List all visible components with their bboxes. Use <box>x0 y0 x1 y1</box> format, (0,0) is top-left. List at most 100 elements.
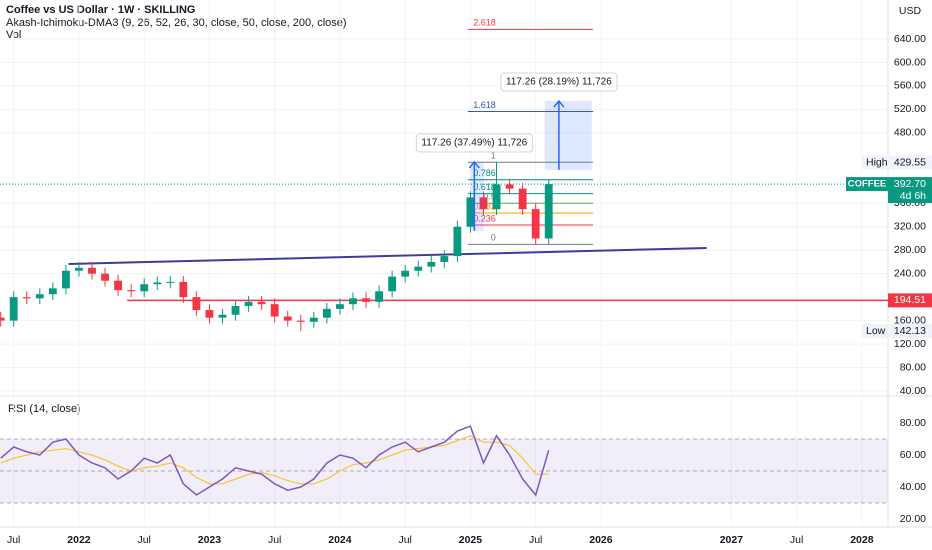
fib-level-label: 0.5 <box>483 192 496 202</box>
y-tick-label: 560.00 <box>894 80 926 92</box>
y-tick-label: 280.00 <box>894 244 926 256</box>
y-tick-label: 600.00 <box>894 56 926 68</box>
measure-box <box>544 101 592 170</box>
marker-box <box>862 155 932 170</box>
candle-body <box>466 197 475 227</box>
measure-box <box>470 162 484 231</box>
y-tick-label: 80.00 <box>900 361 926 373</box>
candle-body <box>192 297 201 311</box>
chart-title: Coffee vs US Dollar · 1W · SKILLING <box>6 4 195 16</box>
candle-body <box>336 304 344 309</box>
indicator-label: Akash-Ichimoku-DMA3 (9, 26, 52, 26, 30, … <box>6 17 347 29</box>
x-tick-label: Jul <box>529 534 542 546</box>
candle-body <box>140 284 149 292</box>
rsi-tick-label: 60.00 <box>900 449 926 461</box>
candle-body <box>296 320 305 322</box>
x-tick-label: Jul <box>398 534 411 546</box>
candle-body <box>166 281 175 283</box>
arrow-head <box>553 99 565 108</box>
candle-body <box>375 291 383 302</box>
measure-label: 117.26 (28.19%) 11,726 <box>506 77 612 88</box>
x-tick-label: 2023 <box>198 534 222 546</box>
candle-body <box>127 290 136 292</box>
marker-label: High <box>866 156 888 168</box>
rsi-signal <box>0 435 549 485</box>
x-tick-label: 2024 <box>328 534 352 546</box>
fib-level-label: 2.618 <box>473 18 496 28</box>
candle-body <box>179 281 188 298</box>
candle-body <box>101 273 109 281</box>
x-tick-label: 2026 <box>589 534 613 546</box>
fib-level-label: 0 <box>491 233 496 243</box>
y-tick-label: 40.00 <box>900 385 926 397</box>
candle-body <box>61 270 70 289</box>
candle-body <box>48 288 57 295</box>
y-tick-label: 120.00 <box>894 338 926 350</box>
rsi-tick-label: 80.00 <box>900 417 926 429</box>
candle-body <box>479 197 488 210</box>
candle-body <box>35 294 44 299</box>
x-tick-label: 2022 <box>67 534 91 546</box>
candle-body <box>9 297 18 321</box>
x-tick-label: 2028 <box>850 534 874 546</box>
x-tick-label: Jul <box>7 534 20 546</box>
x-tick-label: Jul <box>790 534 803 546</box>
y-tick-label: 160.00 <box>894 314 926 326</box>
rsi-tick-label: 40.00 <box>900 481 926 493</box>
trendline <box>68 246 707 265</box>
candle-body <box>349 298 357 305</box>
candle-body <box>22 297 31 299</box>
candle-body <box>114 280 123 291</box>
currency[interactable]: USD <box>899 5 922 17</box>
y-tick-label: 320.00 <box>894 221 926 233</box>
candle-body <box>322 308 331 318</box>
rsi-title: RSI (14, close) <box>8 403 81 415</box>
candle-body <box>518 188 527 210</box>
candle-body <box>88 267 96 274</box>
candle-body <box>205 310 214 318</box>
price-tag-value: 194.51 <box>894 294 926 306</box>
marker-box <box>862 324 932 339</box>
candle-body <box>492 184 501 210</box>
price-tag <box>888 293 932 308</box>
x-tick-label: Jul <box>137 534 150 546</box>
fib-level-label: 0.786 <box>473 168 496 178</box>
marker-value: 429.55 <box>894 156 926 168</box>
candle-body <box>401 270 410 277</box>
candle-body <box>453 226 462 257</box>
x-tick-label: Jul <box>268 534 281 546</box>
y-tick-label: 640.00 <box>894 33 926 45</box>
fib-level-label: 1 <box>491 151 496 161</box>
candle-body <box>544 184 553 239</box>
candle-body <box>309 317 318 322</box>
fib-level-label: 0.236 <box>473 213 496 223</box>
candle-body <box>257 301 266 305</box>
candle-body <box>388 276 397 292</box>
y-tick-label: 480.00 <box>894 127 926 139</box>
countdown: 4d 6h <box>900 190 926 202</box>
measure-label-box <box>500 72 618 92</box>
candle-body <box>505 184 514 189</box>
last-price-tag <box>888 177 932 204</box>
x-tick-label: 2027 <box>720 534 744 546</box>
candle-body <box>440 256 449 262</box>
fib-level-label: 0.618 <box>473 182 496 192</box>
arrow-head <box>468 160 480 169</box>
last-price-value: 392.70 <box>894 178 926 190</box>
marker-label: Low <box>866 325 886 337</box>
candle-body <box>531 209 540 239</box>
measure-label-box <box>415 133 533 153</box>
rsi-tick-label: 20.00 <box>900 513 926 525</box>
y-tick-label: 240.00 <box>894 267 926 279</box>
candle-body <box>218 314 227 318</box>
x-tick-label: 2025 <box>459 534 483 546</box>
candle-body <box>75 267 83 271</box>
candle-body <box>270 304 279 317</box>
candle-body <box>362 298 370 302</box>
candle-body <box>283 316 292 321</box>
candle-body <box>244 301 253 306</box>
candle-body <box>0 317 5 321</box>
fib-level-label: 1.618 <box>473 100 496 110</box>
